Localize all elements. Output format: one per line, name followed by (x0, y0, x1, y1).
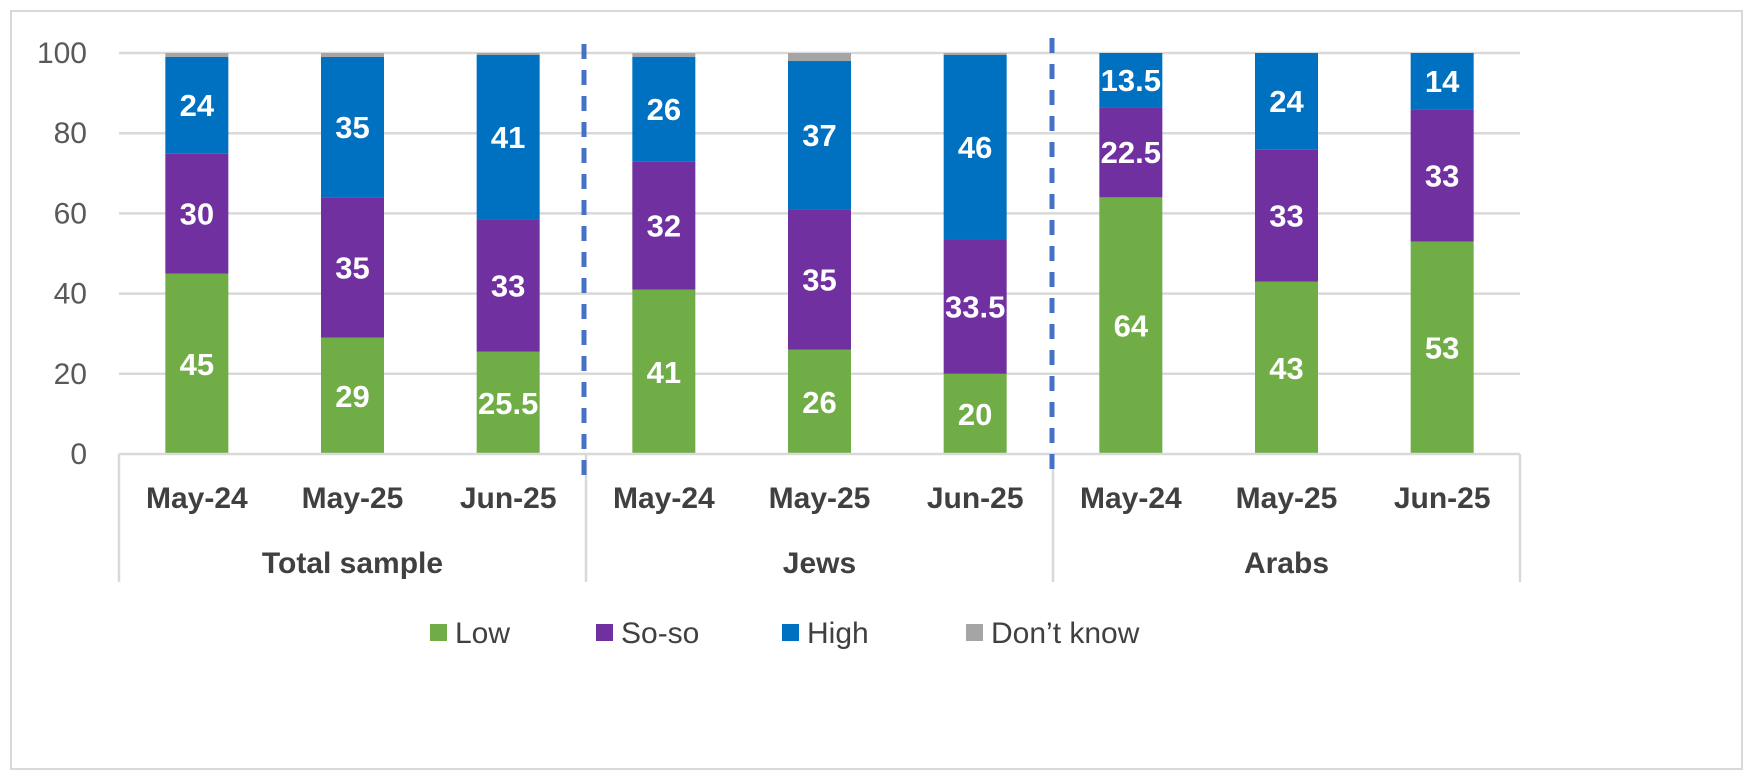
x-category-label-3: May-24 (613, 482, 715, 515)
x-category-label-0: May-24 (146, 482, 248, 515)
bar-low-6 (1099, 197, 1163, 455)
x-category-label-6: May-24 (1080, 482, 1182, 515)
data-label-high-1: 35 (335, 110, 369, 145)
group-label-total-sample: Total sample (262, 547, 443, 580)
data-label-high-6: 13.5 (1101, 63, 1161, 98)
x-axis: May-24 May-25 Jun-25 Total sample May-24 May-… (117, 452, 1522, 582)
data-label-low-7: 43 (1269, 351, 1303, 386)
chart-frame: 0 20 40 60 80 100 45 30 24 29 35 35 25.5 33 41 41 32 26 2… (10, 10, 1743, 770)
bar-don-t-know-3 (632, 53, 696, 58)
bar-so-so-5 (943, 239, 1007, 374)
data-labels: 45 30 24 29 35 35 25.5 33 41 41 32 26 26 35 37 20 33.5 46… (180, 63, 1461, 432)
bar-so-so-4 (788, 209, 851, 350)
bar-so-so-8 (1410, 109, 1474, 242)
legend-swatch-high (782, 624, 799, 641)
stacked-bar-chart: 0 20 40 60 80 100 45 30 24 29 35 35 25.5 33 41 41 32 26 2… (37, 37, 1522, 650)
bar-low-0 (165, 273, 229, 454)
y-tick-label-80: 80 (54, 117, 87, 150)
legend-swatch-so-so (596, 624, 613, 641)
bar-high-2 (476, 55, 540, 220)
legend-swatch-don-t-know (966, 624, 983, 641)
bar-don-t-know-1 (321, 53, 384, 58)
bar-high-8 (1410, 53, 1474, 110)
bar-high-3 (632, 57, 696, 162)
bar-so-so-7 (1255, 149, 1318, 282)
bar-high-7 (1255, 53, 1318, 150)
data-label-high-3: 26 (647, 92, 681, 127)
legend: Low So-so High Don’t know (430, 617, 1140, 650)
group-label-jews: Jews (783, 547, 856, 580)
bar-don-t-know-0 (165, 53, 229, 58)
data-label-high-4: 37 (802, 118, 836, 153)
bar-low-8 (1410, 241, 1474, 454)
y-tick-label-100: 100 (37, 37, 87, 70)
legend-label-don-t-know: Don’t know (991, 617, 1140, 650)
data-label-so-so-5: 33.5 (945, 290, 1005, 325)
bar-so-so-0 (165, 153, 229, 274)
data-label-low-3: 41 (647, 355, 681, 390)
x-category-label-5: Jun-25 (927, 482, 1024, 515)
data-label-high-7: 24 (1269, 84, 1304, 119)
legend-label-so-so: So-so (621, 617, 699, 650)
y-tick-label-0: 0 (70, 438, 87, 471)
x-category-label-2: Jun-25 (460, 482, 557, 515)
data-label-low-2: 25.5 (478, 386, 538, 421)
data-label-low-8: 53 (1425, 331, 1459, 366)
data-label-so-so-1: 35 (335, 251, 369, 286)
bar-low-2 (476, 351, 540, 454)
legend-label-high: High (807, 617, 869, 650)
data-label-so-so-7: 33 (1269, 198, 1303, 233)
data-label-so-so-0: 30 (180, 196, 214, 231)
bar-don-t-know-5 (943, 53, 1007, 56)
data-label-so-so-3: 32 (647, 208, 681, 243)
bar-low-1 (321, 337, 384, 454)
bar-so-so-2 (476, 219, 540, 352)
bar-low-3 (632, 289, 696, 454)
x-category-label-8: Jun-25 (1394, 482, 1491, 515)
legend-label-low: Low (455, 617, 510, 650)
bar-so-so-3 (632, 161, 696, 290)
bar-high-4 (788, 61, 851, 210)
data-label-low-4: 26 (802, 385, 836, 420)
data-label-high-0: 24 (180, 88, 215, 123)
y-axis-ticks: 0 20 40 60 80 100 (37, 37, 87, 471)
data-label-so-so-2: 33 (491, 269, 525, 304)
x-category-label-7: May-25 (1236, 482, 1338, 515)
data-label-low-5: 20 (958, 397, 992, 432)
y-tick-label-60: 60 (54, 197, 87, 230)
bar-don-t-know-4 (788, 53, 851, 62)
group-label-arabs: Arabs (1244, 547, 1329, 580)
data-label-high-5: 46 (958, 130, 992, 165)
data-label-low-1: 29 (335, 379, 369, 414)
group-separators (581, 38, 1055, 477)
x-category-label-4: May-25 (769, 482, 871, 515)
bar-don-t-know-2 (476, 53, 540, 56)
data-label-low-0: 45 (180, 347, 214, 382)
data-label-so-so-4: 35 (802, 263, 836, 298)
data-label-high-2: 41 (491, 120, 525, 155)
x-category-label-1: May-25 (302, 482, 404, 515)
bar-high-5 (943, 55, 1007, 240)
data-label-low-6: 64 (1114, 309, 1149, 344)
bar-low-5 (943, 373, 1007, 454)
data-label-high-8: 14 (1425, 64, 1460, 99)
bar-low-4 (788, 349, 851, 454)
bar-high-1 (321, 57, 384, 198)
y-tick-label-40: 40 (54, 278, 87, 311)
bar-so-so-1 (321, 197, 384, 338)
bars (165, 53, 1474, 455)
bar-high-0 (165, 57, 229, 154)
bar-low-7 (1255, 281, 1318, 454)
data-label-so-so-6: 22.5 (1101, 135, 1161, 170)
y-tick-label-20: 20 (54, 358, 87, 391)
bar-so-so-6 (1099, 107, 1163, 198)
bar-high-6 (1099, 53, 1163, 108)
legend-swatch-low (430, 624, 447, 641)
data-label-so-so-8: 33 (1425, 158, 1459, 193)
